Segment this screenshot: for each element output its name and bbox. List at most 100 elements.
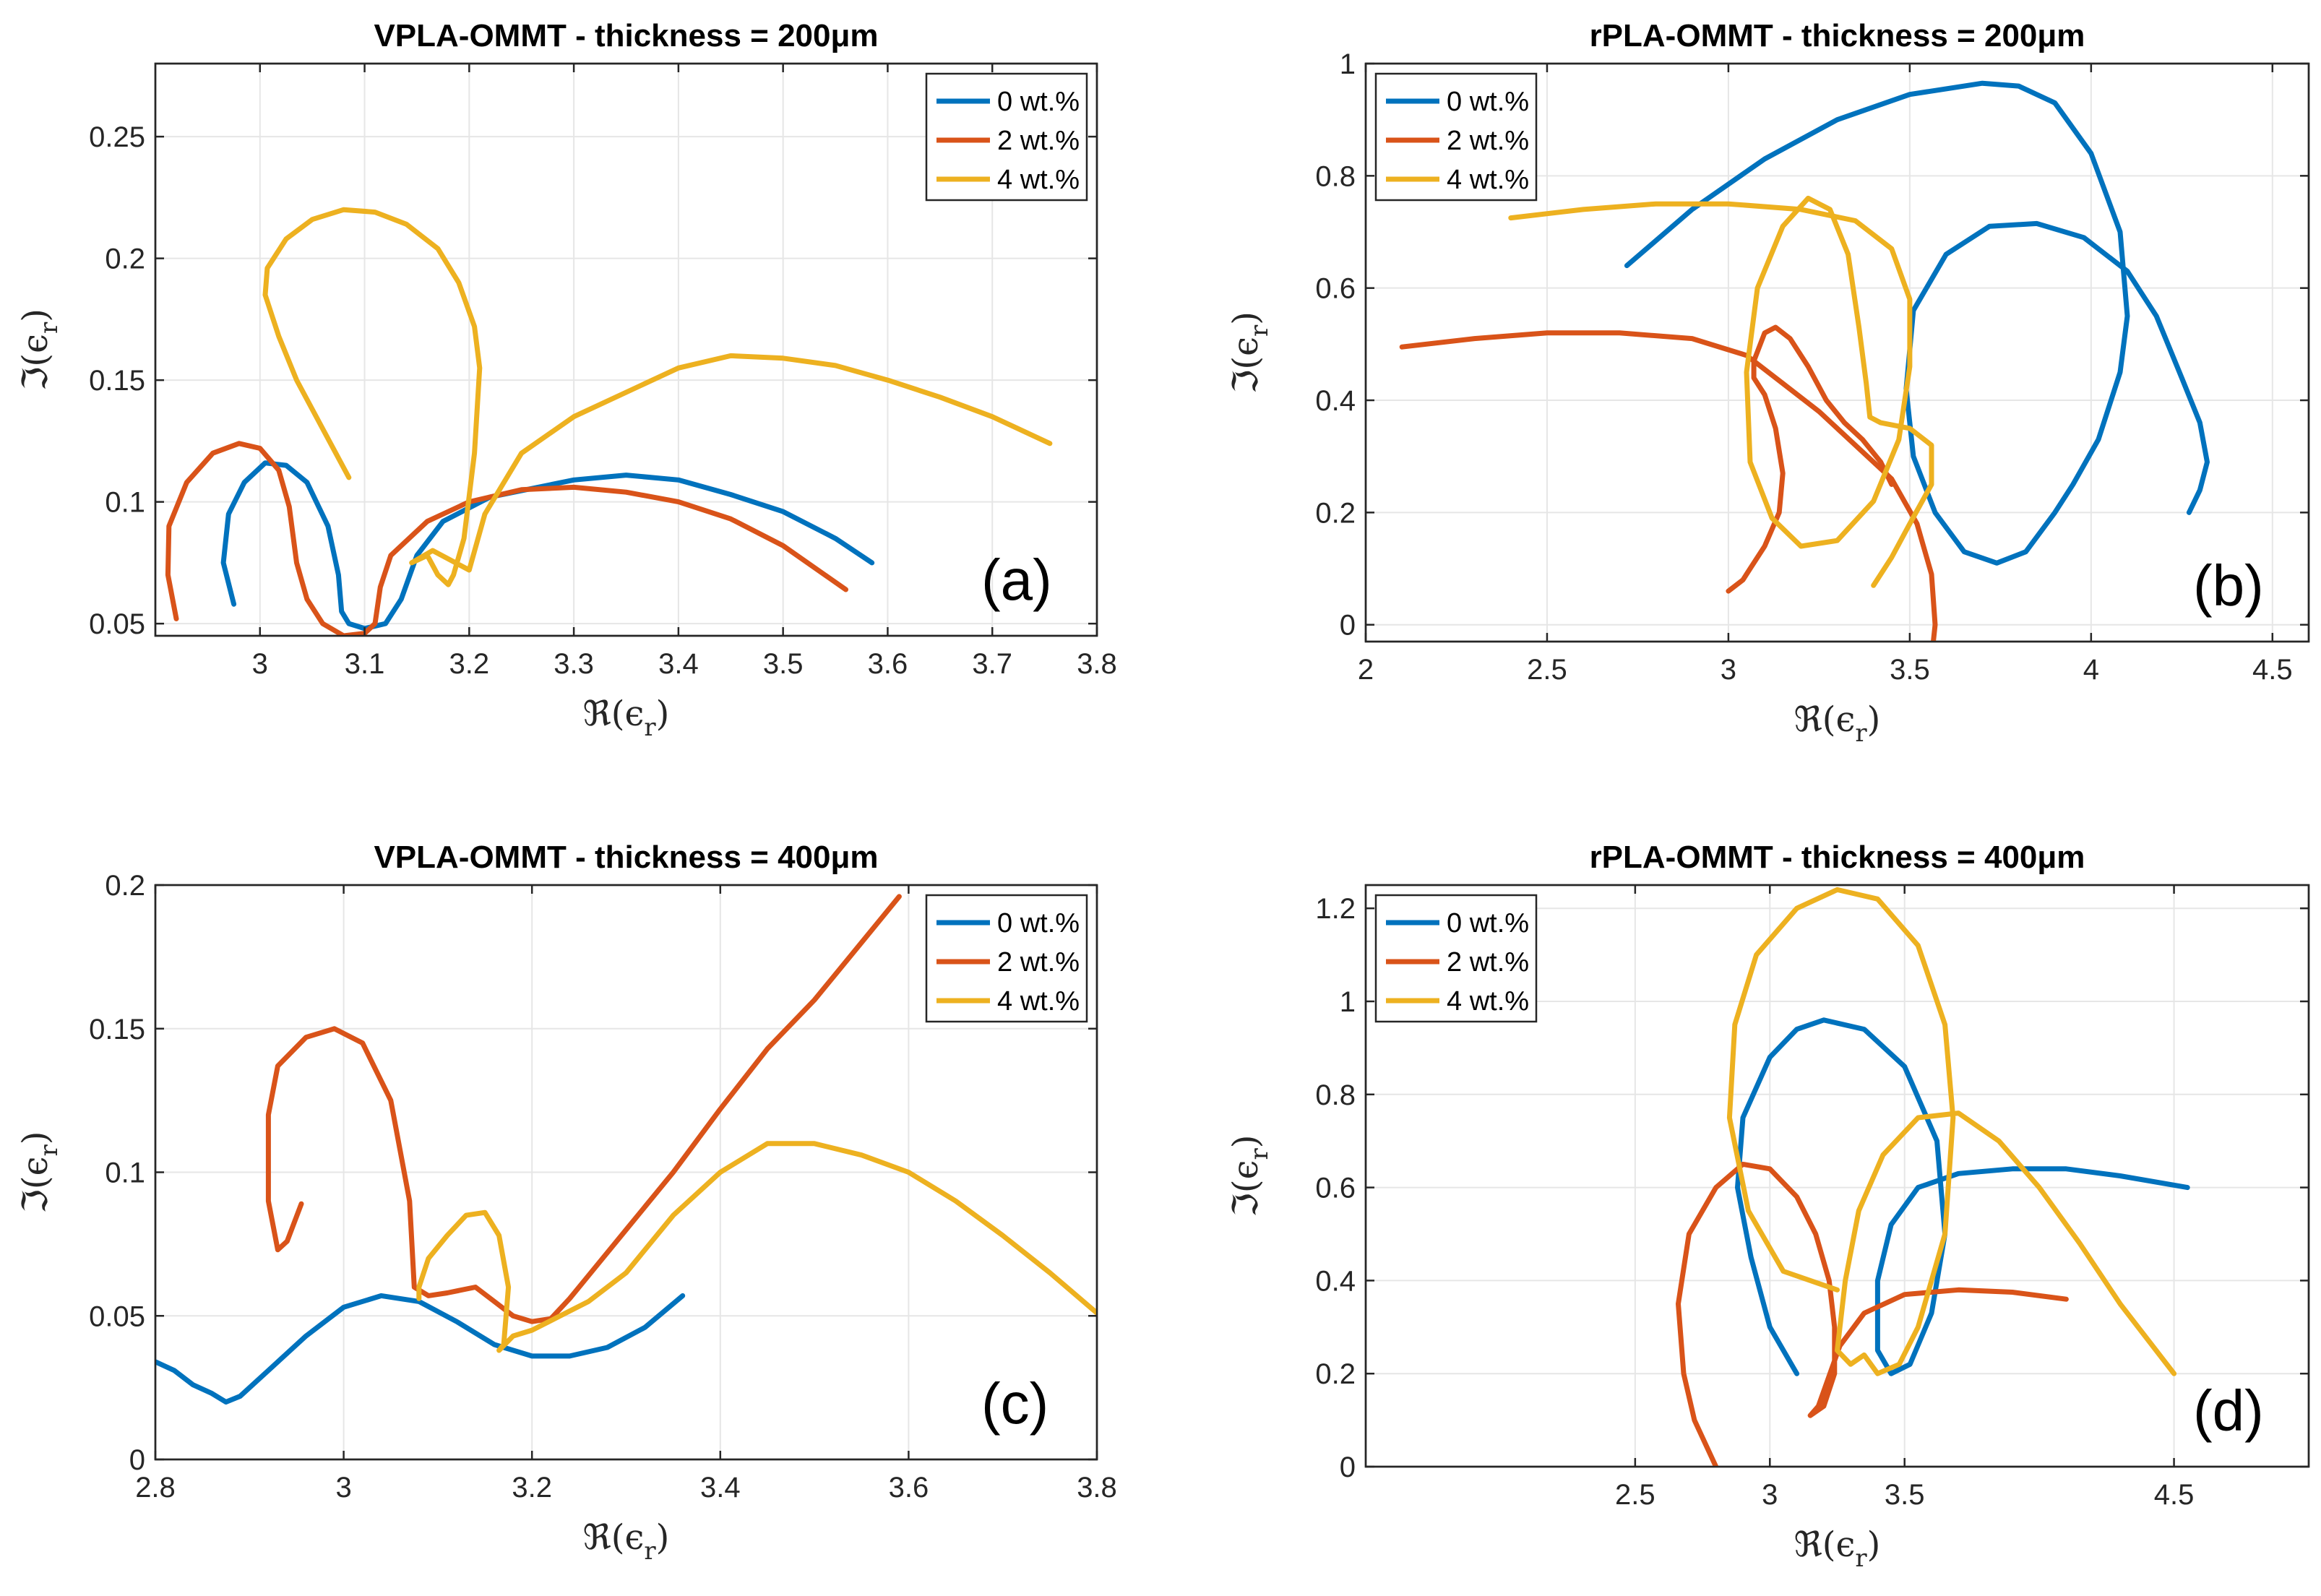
axis-label-close: )	[656, 694, 670, 734]
x-tick-label: 3.6	[889, 1472, 929, 1504]
axis-label-close: )	[1226, 1134, 1266, 1148]
x-axis-label: ℜ(ϵr)	[1794, 699, 1881, 748]
series-line-2-wt-	[1676, 1161, 2069, 1467]
x-tick-label: 3.7	[972, 648, 1012, 680]
axis-label-close: )	[1226, 311, 1266, 325]
x-tick-label: 2.8	[135, 1472, 176, 1504]
y-tick-label: 0.1	[105, 487, 145, 519]
y-axis-label: ℑ(ϵr)	[15, 309, 64, 391]
y-tick-label: 0.15	[89, 365, 145, 397]
legend-label: 0 wt.%	[997, 87, 1080, 117]
y-tick-label: 0.15	[89, 1014, 145, 1045]
legend: 0 wt.% 2 wt.% 4 wt.%	[1374, 894, 1538, 1023]
y-tick-label: 0.4	[1315, 1265, 1356, 1297]
series-line-2-wt-	[1399, 330, 1938, 642]
axis-label-main: ℑ(ϵ	[1226, 337, 1266, 394]
x-tick-label: 3.8	[1077, 1472, 1117, 1504]
y-tick-label: 1	[1340, 48, 1356, 80]
axis-label-main: ℜ(ϵ	[583, 694, 645, 734]
y-tick-label: 0	[1340, 1452, 1356, 1483]
series-group	[1676, 887, 2190, 1467]
series-line-0-wt-	[155, 1293, 686, 1405]
axis-label-subscript: r	[644, 1537, 656, 1566]
axis-label-close: )	[1867, 1524, 1881, 1565]
series-group	[165, 207, 1053, 636]
series-line-4-wt-	[262, 207, 1053, 587]
axis-label-main: ℜ(ϵ	[583, 1517, 645, 1558]
axis-label-subscript: r	[1245, 1147, 1274, 1160]
legend-label: 2 wt.%	[997, 947, 1080, 978]
x-tick-label: 4	[2083, 654, 2099, 686]
x-tick-label: 3.5	[1890, 654, 1930, 686]
axes-box	[1364, 62, 2310, 643]
axis-label-close: )	[656, 1517, 670, 1558]
legend-label: 4 wt.%	[997, 986, 1080, 1017]
panel-letter: (c)	[981, 1371, 1048, 1436]
legend: 0 wt.% 2 wt.% 4 wt.%	[1374, 72, 1538, 202]
legend: 0 wt.% 2 wt.% 4 wt.%	[925, 72, 1088, 202]
y-tick-label: 0.2	[105, 243, 145, 275]
y-tick-label: 0.6	[1315, 273, 1356, 305]
axis-label-main: ℑ(ϵ	[15, 1156, 56, 1213]
chart-panel-4: 2.5 3 3.5 4.5 0 0.2 0.4 0.6 0.8 1 1.2 rPLA-OMMT - t…	[1226, 840, 2310, 1573]
series-line-0-wt-	[1624, 80, 2210, 566]
y-tick-label: 0	[1340, 610, 1356, 642]
axis-label-subscript: r	[35, 1144, 64, 1156]
y-tick-label: 0.2	[1315, 1358, 1356, 1390]
chart-title: rPLA-OMMT - thickness = 400μm	[1590, 840, 2085, 875]
x-tick-label: 3.2	[449, 648, 490, 680]
chart-title: VPLA-OMMT - thickness = 400μm	[374, 840, 878, 875]
x-tick-label: 3.4	[658, 648, 699, 680]
axis-label-main: ℜ(ϵ	[1794, 699, 1856, 740]
x-tick-label: 3.6	[868, 648, 908, 680]
x-tick-label: 4.5	[2154, 1479, 2195, 1511]
series-line-4-wt-	[1726, 887, 2177, 1376]
panel-letter: (b)	[2193, 553, 2264, 618]
y-axis-label: ℑ(ϵr)	[1226, 311, 1274, 394]
chart-panel-2: 2 2.5 3 3.5 4 4.5 0 0.2 0.4 0.6 0.8 1 rPLA-OMMT - th…	[1226, 18, 2310, 748]
y-tick-label: 0.8	[1315, 160, 1356, 192]
x-tick-label: 3.1	[345, 648, 385, 680]
chart-title: VPLA-OMMT - thickness = 200μm	[374, 18, 878, 53]
x-tick-label: 2.5	[1615, 1479, 1655, 1511]
axis-label-close: )	[1867, 699, 1881, 740]
x-tick-label: 4.5	[2252, 654, 2293, 686]
x-tick-label: 3	[1721, 654, 1736, 686]
chart-panel-3: 2.8 3 3.2 3.4 3.6 3.8 0 0.05 0.1 0.15 0.2 VPLA-OMMT…	[15, 840, 1117, 1566]
x-tick-label: 3	[335, 1472, 351, 1504]
legend-label: 4 wt.%	[1447, 165, 1529, 195]
legend-label: 2 wt.%	[1447, 126, 1529, 156]
y-tick-label: 0.4	[1315, 385, 1356, 417]
legend-label: 2 wt.%	[997, 126, 1080, 156]
y-tick-label: 0.2	[1315, 497, 1356, 529]
series-line-2-wt-	[165, 441, 848, 636]
x-tick-label: 2.5	[1527, 654, 1567, 686]
axis-label-subscript: r	[644, 713, 656, 742]
x-tick-label: 3.5	[1885, 1479, 1925, 1511]
axis-label-main: ℑ(ϵ	[1226, 1160, 1266, 1217]
x-axis-label: ℜ(ϵr)	[583, 1517, 670, 1566]
legend-label: 4 wt.%	[1447, 986, 1529, 1017]
y-tick-label: 0	[129, 1444, 145, 1476]
y-tick-label: 0.6	[1315, 1173, 1356, 1204]
x-tick-label: 3	[1762, 1479, 1778, 1511]
legend-label: 2 wt.%	[1447, 947, 1529, 978]
x-tick-label: 3.5	[763, 648, 804, 680]
series-line-2-wt-	[265, 894, 902, 1324]
x-tick-label: 3.8	[1077, 648, 1117, 680]
x-tick-label: 3.3	[554, 648, 594, 680]
legend-label: 4 wt.%	[997, 165, 1080, 195]
y-tick-label: 0.25	[89, 121, 145, 153]
series-line-2-wt-loop	[1726, 324, 1895, 594]
x-tick-label: 3.2	[512, 1472, 552, 1504]
axis-label-main: ℜ(ϵ	[1794, 1524, 1856, 1565]
axis-label-close: )	[15, 1131, 56, 1144]
legend-label: 0 wt.%	[997, 908, 1080, 939]
y-axis-label: ℑ(ϵr)	[15, 1131, 64, 1213]
x-tick-label: 3.4	[700, 1472, 741, 1504]
series-line-4-wt-	[416, 1141, 1097, 1353]
x-axis-label: ℜ(ϵr)	[1794, 1524, 1881, 1573]
y-tick-label: 0.05	[89, 1300, 145, 1332]
chart-title: rPLA-OMMT - thickness = 200μm	[1590, 18, 2085, 53]
y-axis-label: ℑ(ϵr)	[1226, 1134, 1274, 1217]
